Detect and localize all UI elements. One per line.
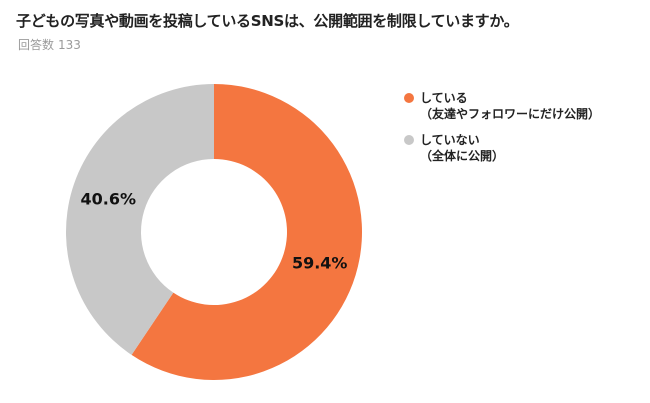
slice-label-yes: 59.4%	[292, 254, 348, 273]
legend-swatch-yes	[404, 93, 414, 103]
response-count: 回答数 133	[18, 36, 85, 53]
slice-no	[66, 84, 214, 355]
legend-item-no: していない （全体に公開）	[404, 132, 600, 164]
legend-swatch-no	[404, 135, 414, 145]
slice-label-no: 40.6%	[81, 189, 137, 208]
slice-yes	[131, 84, 362, 380]
legend-label-no-line2: （全体に公開）	[420, 149, 505, 163]
response-count-label: 回答数	[18, 38, 55, 52]
legend-label-no-line1: していない	[420, 133, 480, 147]
legend: している （友達やフォロワーにだけ公開） していない （全体に公開）	[404, 90, 600, 174]
legend-item-yes: している （友達やフォロワーにだけ公開）	[404, 90, 600, 122]
legend-label-yes-line2: （友達やフォロワーにだけ公開）	[420, 107, 601, 121]
chart-title: 子どもの写真や動画を投稿しているSNSは、公開範囲を制限していますか。	[16, 12, 519, 30]
legend-label-yes-line1: している	[420, 91, 468, 105]
response-count-value: 133	[58, 38, 81, 52]
